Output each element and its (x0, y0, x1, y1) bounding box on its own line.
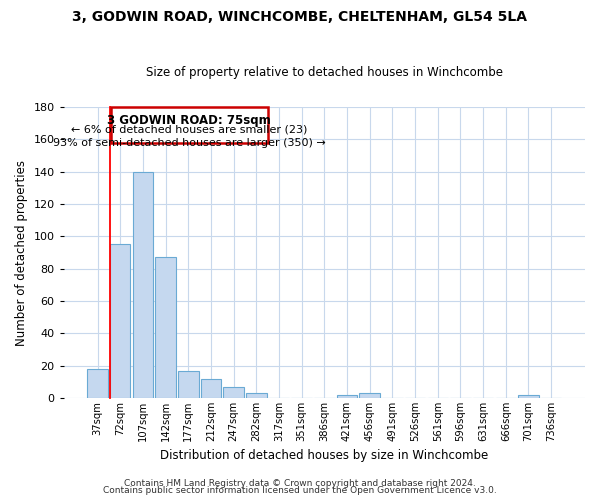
Bar (337, 395, 357, 398)
X-axis label: Distribution of detached houses by size in Winchcombe: Distribution of detached houses by size … (160, 450, 488, 462)
Text: 93% of semi-detached houses are larger (350) →: 93% of semi-detached houses are larger (… (53, 138, 326, 148)
FancyBboxPatch shape (111, 107, 268, 142)
Bar (518, 395, 539, 398)
Text: 3 GODWIN ROAD: 75sqm: 3 GODWIN ROAD: 75sqm (107, 114, 271, 126)
Text: ← 6% of detached houses are smaller (23): ← 6% of detached houses are smaller (23) (71, 125, 307, 135)
Bar (155, 258, 176, 398)
Bar (88, 369, 108, 398)
Bar (178, 370, 199, 398)
Text: 3, GODWIN ROAD, WINCHCOMBE, CHELTENHAM, GL54 5LA: 3, GODWIN ROAD, WINCHCOMBE, CHELTENHAM, … (73, 10, 527, 24)
Bar (110, 244, 130, 398)
Title: Size of property relative to detached houses in Winchcombe: Size of property relative to detached ho… (146, 66, 503, 80)
Text: Contains HM Land Registry data © Crown copyright and database right 2024.: Contains HM Land Registry data © Crown c… (124, 478, 476, 488)
Bar (223, 386, 244, 398)
Bar (201, 378, 221, 398)
Text: Contains public sector information licensed under the Open Government Licence v3: Contains public sector information licen… (103, 486, 497, 495)
Y-axis label: Number of detached properties: Number of detached properties (15, 160, 28, 346)
Bar (359, 393, 380, 398)
Bar (133, 172, 153, 398)
Bar (246, 393, 266, 398)
